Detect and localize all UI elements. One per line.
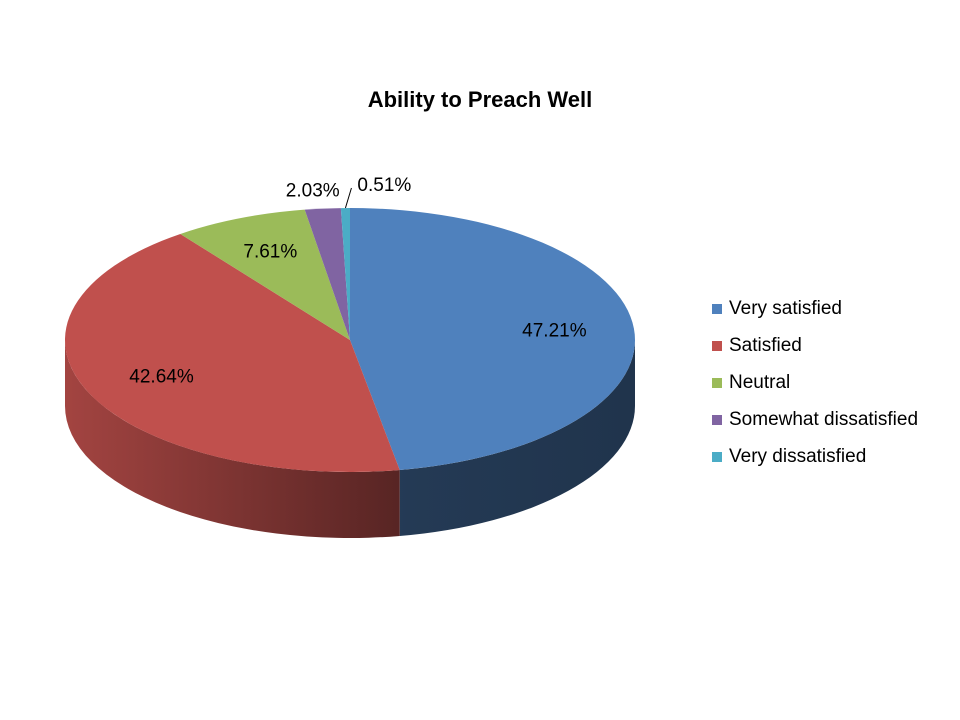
slice-side [65, 340, 400, 538]
legend-swatch [712, 452, 722, 462]
pie-slice [180, 209, 350, 340]
chart-title: Ability to Preach Well [368, 87, 593, 112]
data-label: 42.64% [129, 367, 194, 388]
pie-slice [304, 208, 350, 340]
legend-swatch [712, 304, 722, 314]
slice-side [399, 340, 635, 536]
legend-label: Neutral [729, 372, 790, 393]
data-label: 0.51% [357, 175, 411, 196]
legend-label: Somewhat dissatisfied [729, 409, 918, 430]
data-label: 2.03% [286, 181, 340, 202]
legend-label: Very dissatisfied [729, 446, 866, 467]
pie-slice [340, 208, 350, 340]
legend-swatch [712, 415, 722, 425]
legend-label: Satisfied [729, 335, 802, 356]
legend-swatch [712, 341, 722, 351]
pie-slice [64, 233, 400, 473]
data-label: 7.61% [243, 241, 297, 262]
legend-swatch [712, 378, 722, 388]
leader-line [344, 187, 352, 209]
pie-slice [350, 208, 636, 470]
legend-label: Very satisfied [729, 298, 842, 319]
data-label: 47.21% [522, 321, 587, 342]
